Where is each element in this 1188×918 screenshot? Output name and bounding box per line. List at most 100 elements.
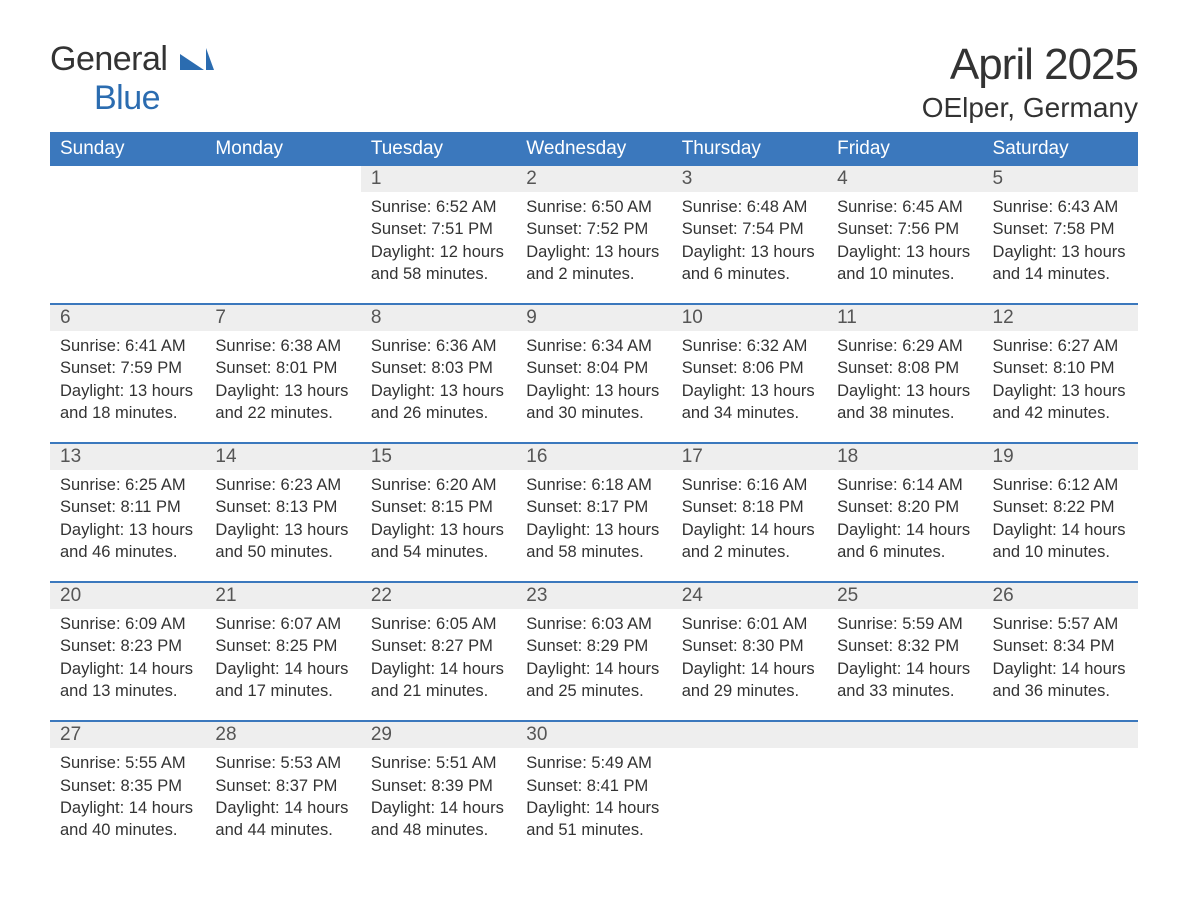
daylight-line: Daylight: 13 hours and 18 minutes. bbox=[60, 380, 195, 425]
sunrise-line: Sunrise: 6:38 AM bbox=[215, 335, 350, 357]
daylight-line: Daylight: 14 hours and 33 minutes. bbox=[837, 658, 972, 703]
calendar-table: Sunday Monday Tuesday Wednesday Thursday… bbox=[50, 132, 1138, 859]
sunset-line: Sunset: 7:58 PM bbox=[993, 218, 1128, 240]
logo-text-general: General bbox=[50, 40, 167, 78]
sunset-line: Sunset: 7:54 PM bbox=[682, 218, 817, 240]
sunset-line: Sunset: 8:27 PM bbox=[371, 635, 506, 657]
day-cell: Sunrise: 6:03 AMSunset: 8:29 PMDaylight:… bbox=[516, 609, 671, 721]
weekday-header: Tuesday bbox=[361, 132, 516, 166]
daylight-line: Daylight: 13 hours and 34 minutes. bbox=[682, 380, 817, 425]
sunset-line: Sunset: 8:37 PM bbox=[215, 775, 350, 797]
weekday-header: Monday bbox=[205, 132, 360, 166]
day-cell: Sunrise: 6:23 AMSunset: 8:13 PMDaylight:… bbox=[205, 470, 360, 582]
sunrise-line: Sunrise: 6:43 AM bbox=[993, 196, 1128, 218]
sunrise-line: Sunrise: 5:55 AM bbox=[60, 752, 195, 774]
day-cell: Sunrise: 6:29 AMSunset: 8:08 PMDaylight:… bbox=[827, 331, 982, 443]
sunrise-line: Sunrise: 6:25 AM bbox=[60, 474, 195, 496]
sunrise-line: Sunrise: 5:53 AM bbox=[215, 752, 350, 774]
sunset-line: Sunset: 8:11 PM bbox=[60, 496, 195, 518]
day-number: 1 bbox=[361, 166, 516, 192]
weekday-header: Sunday bbox=[50, 132, 205, 166]
day-cell: Sunrise: 6:25 AMSunset: 8:11 PMDaylight:… bbox=[50, 470, 205, 582]
empty-cell bbox=[672, 748, 827, 859]
logo: General Blue bbox=[50, 40, 214, 118]
sunrise-line: Sunrise: 6:23 AM bbox=[215, 474, 350, 496]
day-cell: Sunrise: 6:27 AMSunset: 8:10 PMDaylight:… bbox=[983, 331, 1138, 443]
daylight-line: Daylight: 14 hours and 40 minutes. bbox=[60, 797, 195, 842]
sunrise-line: Sunrise: 5:51 AM bbox=[371, 752, 506, 774]
sunrise-line: Sunrise: 6:07 AM bbox=[215, 613, 350, 635]
day-number: 28 bbox=[205, 721, 360, 748]
day-cell: Sunrise: 6:34 AMSunset: 8:04 PMDaylight:… bbox=[516, 331, 671, 443]
daylight-line: Daylight: 13 hours and 58 minutes. bbox=[526, 519, 661, 564]
sunset-line: Sunset: 8:01 PM bbox=[215, 357, 350, 379]
sunset-line: Sunset: 8:10 PM bbox=[993, 357, 1128, 379]
daylight-line: Daylight: 14 hours and 17 minutes. bbox=[215, 658, 350, 703]
sunset-line: Sunset: 8:39 PM bbox=[371, 775, 506, 797]
day-number: 27 bbox=[50, 721, 205, 748]
day-cell: Sunrise: 5:51 AMSunset: 8:39 PMDaylight:… bbox=[361, 748, 516, 859]
day-cell: Sunrise: 6:45 AMSunset: 7:56 PMDaylight:… bbox=[827, 192, 982, 304]
empty-cell bbox=[205, 192, 360, 304]
daylight-line: Daylight: 14 hours and 44 minutes. bbox=[215, 797, 350, 842]
day-number: 17 bbox=[672, 443, 827, 470]
day-number: 25 bbox=[827, 582, 982, 609]
day-number-row: 12345 bbox=[50, 166, 1138, 192]
sunrise-line: Sunrise: 6:01 AM bbox=[682, 613, 817, 635]
sunrise-line: Sunrise: 6:41 AM bbox=[60, 335, 195, 357]
day-number-row: 13141516171819 bbox=[50, 443, 1138, 470]
sunset-line: Sunset: 8:17 PM bbox=[526, 496, 661, 518]
day-cell: Sunrise: 5:49 AMSunset: 8:41 PMDaylight:… bbox=[516, 748, 671, 859]
day-number: 6 bbox=[50, 304, 205, 331]
daylight-line: Daylight: 12 hours and 58 minutes. bbox=[371, 241, 506, 286]
sunset-line: Sunset: 8:06 PM bbox=[682, 357, 817, 379]
sunset-line: Sunset: 8:41 PM bbox=[526, 775, 661, 797]
day-number: 15 bbox=[361, 443, 516, 470]
day-cell: Sunrise: 5:53 AMSunset: 8:37 PMDaylight:… bbox=[205, 748, 360, 859]
day-body-row: Sunrise: 5:55 AMSunset: 8:35 PMDaylight:… bbox=[50, 748, 1138, 859]
day-number: 3 bbox=[672, 166, 827, 192]
sunrise-line: Sunrise: 6:05 AM bbox=[371, 613, 506, 635]
day-number: 5 bbox=[983, 166, 1138, 192]
day-number: 14 bbox=[205, 443, 360, 470]
day-cell: Sunrise: 6:18 AMSunset: 8:17 PMDaylight:… bbox=[516, 470, 671, 582]
daylight-line: Daylight: 14 hours and 2 minutes. bbox=[682, 519, 817, 564]
day-number: 13 bbox=[50, 443, 205, 470]
day-number: 24 bbox=[672, 582, 827, 609]
sunset-line: Sunset: 8:03 PM bbox=[371, 357, 506, 379]
day-cell: Sunrise: 6:41 AMSunset: 7:59 PMDaylight:… bbox=[50, 331, 205, 443]
day-cell: Sunrise: 6:50 AMSunset: 7:52 PMDaylight:… bbox=[516, 192, 671, 304]
empty-cell bbox=[983, 748, 1138, 859]
daylight-line: Daylight: 14 hours and 51 minutes. bbox=[526, 797, 661, 842]
weekday-header-row: Sunday Monday Tuesday Wednesday Thursday… bbox=[50, 132, 1138, 166]
sunset-line: Sunset: 8:23 PM bbox=[60, 635, 195, 657]
daylight-line: Daylight: 13 hours and 14 minutes. bbox=[993, 241, 1128, 286]
day-cell: Sunrise: 6:38 AMSunset: 8:01 PMDaylight:… bbox=[205, 331, 360, 443]
day-cell: Sunrise: 6:36 AMSunset: 8:03 PMDaylight:… bbox=[361, 331, 516, 443]
day-body-row: Sunrise: 6:09 AMSunset: 8:23 PMDaylight:… bbox=[50, 609, 1138, 721]
sunrise-line: Sunrise: 6:16 AM bbox=[682, 474, 817, 496]
daylight-line: Daylight: 13 hours and 38 minutes. bbox=[837, 380, 972, 425]
sunset-line: Sunset: 7:59 PM bbox=[60, 357, 195, 379]
daylight-line: Daylight: 13 hours and 42 minutes. bbox=[993, 380, 1128, 425]
daylight-line: Daylight: 13 hours and 22 minutes. bbox=[215, 380, 350, 425]
day-number: 7 bbox=[205, 304, 360, 331]
sunrise-line: Sunrise: 6:34 AM bbox=[526, 335, 661, 357]
sunrise-line: Sunrise: 6:14 AM bbox=[837, 474, 972, 496]
day-number: 23 bbox=[516, 582, 671, 609]
daylight-line: Daylight: 14 hours and 13 minutes. bbox=[60, 658, 195, 703]
sunrise-line: Sunrise: 5:57 AM bbox=[993, 613, 1128, 635]
daylight-line: Daylight: 14 hours and 10 minutes. bbox=[993, 519, 1128, 564]
sunset-line: Sunset: 8:20 PM bbox=[837, 496, 972, 518]
weekday-header: Friday bbox=[827, 132, 982, 166]
sunrise-line: Sunrise: 6:50 AM bbox=[526, 196, 661, 218]
page-title: April 2025 bbox=[922, 40, 1138, 90]
sunrise-line: Sunrise: 6:20 AM bbox=[371, 474, 506, 496]
daylight-line: Daylight: 14 hours and 21 minutes. bbox=[371, 658, 506, 703]
empty-cell bbox=[827, 748, 982, 859]
day-cell: Sunrise: 5:57 AMSunset: 8:34 PMDaylight:… bbox=[983, 609, 1138, 721]
sunrise-line: Sunrise: 6:32 AM bbox=[682, 335, 817, 357]
empty-cell bbox=[205, 166, 360, 192]
day-cell: Sunrise: 6:52 AMSunset: 7:51 PMDaylight:… bbox=[361, 192, 516, 304]
day-number: 22 bbox=[361, 582, 516, 609]
